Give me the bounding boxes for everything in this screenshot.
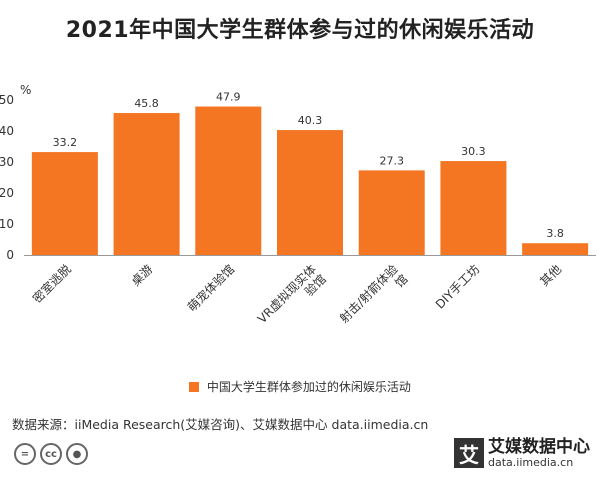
x-tick-label-line: 密室逃脱 [29,261,74,306]
source-note: 数据来源：iiMedia Research(艾媒咨询)、艾媒数据中心 data.… [12,417,429,432]
brand-mark: 艾 [454,438,484,469]
y-tick-label: 10 [0,217,14,231]
x-tick-label: 桌游 [129,262,156,289]
bar [195,106,262,255]
axes: 0 10 20 30 40 50% [0,83,596,262]
x-tick-label: 密室逃脱 [29,261,74,306]
person-icon: ● [66,443,88,465]
legend-swatch [189,382,200,392]
brand-url: data.iimedia.cn [488,455,574,469]
x-tick-label: 其他 [537,262,564,289]
y-tick-label: 40 [0,124,14,138]
x-tick-label: 萌宠体验馆 [184,261,237,314]
brand-name: 艾媒数据中心 [488,437,590,457]
bar [277,130,343,255]
data-label: 33.2 [53,136,78,149]
data-label: 30.3 [461,145,486,158]
y-tick-label: 0 [6,248,14,262]
y-tick-label: 20 [0,186,14,200]
y-tick-label: 50 [0,93,14,107]
bar-chart: 0 10 20 30 40 50% 33.2 密室逃脱 45.8 桌游 47.9 萌宠体验馆 40.3… [0,83,596,326]
brand-logo: 艾 艾媒数据中心 data.iimedia.cn [454,438,590,469]
y-tick-label: 30 [0,155,14,169]
x-tick-label-line: 射击/射箭体验 [336,261,400,325]
legend-label: 中国大学生群体参加过的休闲娱乐活动 [206,380,411,394]
x-tick-label-line: 桌游 [129,262,156,289]
bar [440,161,507,255]
x-tick-label-line: DIY手工坊 [432,261,482,311]
x-tick-label: DIY手工坊 [432,261,482,311]
data-label: 27.3 [379,154,404,167]
y-axis-unit: % [20,83,31,97]
bar [31,152,98,255]
equal-icon: = [14,443,36,465]
bar [358,170,425,255]
bars [31,106,589,256]
license-badges: = cc ● [14,443,88,465]
cc-icon: cc [40,443,62,465]
data-label: 47.9 [216,91,241,104]
x-tick-label-line: 其他 [537,262,564,289]
data-label: 45.8 [134,97,159,110]
x-tick-label-line: 萌宠体验馆 [184,261,237,314]
bar [522,243,589,255]
chart-title: 2021年中国大学生群体参与过的休闲娱乐活动 [65,18,535,43]
bar [113,113,180,256]
data-label: 40.3 [298,114,323,127]
legend: 中国大学生群体参加过的休闲娱乐活动 [0,378,600,395]
data-label: 3.8 [546,227,564,240]
